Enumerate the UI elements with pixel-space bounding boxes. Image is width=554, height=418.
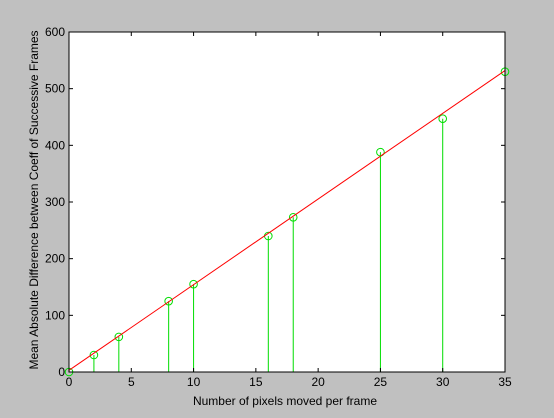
fit-line [68, 70, 506, 371]
y-tick-label: 600 [45, 25, 65, 39]
y-axis-label: Mean Absolute Difference between Coeff o… [27, 30, 41, 369]
y-tick-label: 200 [45, 252, 65, 266]
x-tick-label: 35 [498, 375, 512, 389]
stem-marker [114, 332, 124, 342]
x-tick-label: 15 [249, 375, 263, 389]
fit-line-series [68, 70, 506, 371]
stem-marker [288, 213, 298, 222]
x-tick-label: 20 [311, 375, 325, 389]
x-axis-label: Number of pixels moved per frame [193, 394, 377, 408]
x-axis: 0 5 10 15 20 25 30 35 [66, 32, 512, 389]
y-tick-label: 500 [45, 82, 65, 96]
stem-marker [164, 296, 173, 306]
stem-marker [438, 114, 448, 123]
x-tick-label: 10 [187, 375, 201, 389]
x-tick-label: 25 [374, 375, 388, 389]
y-tick-label: 300 [45, 195, 65, 209]
x-tick-label: 5 [128, 375, 135, 389]
y-tick-label: 0 [58, 365, 65, 379]
y-axis: 0 100 200 300 400 500 600 [45, 25, 505, 379]
x-tick-label: 30 [436, 375, 450, 389]
stem-marker [89, 350, 99, 360]
x-tick-label: 0 [66, 375, 73, 389]
plot-area [69, 32, 505, 372]
y-tick-label: 100 [45, 308, 65, 322]
y-tick-label: 400 [45, 138, 65, 152]
stem-marker [189, 279, 198, 289]
